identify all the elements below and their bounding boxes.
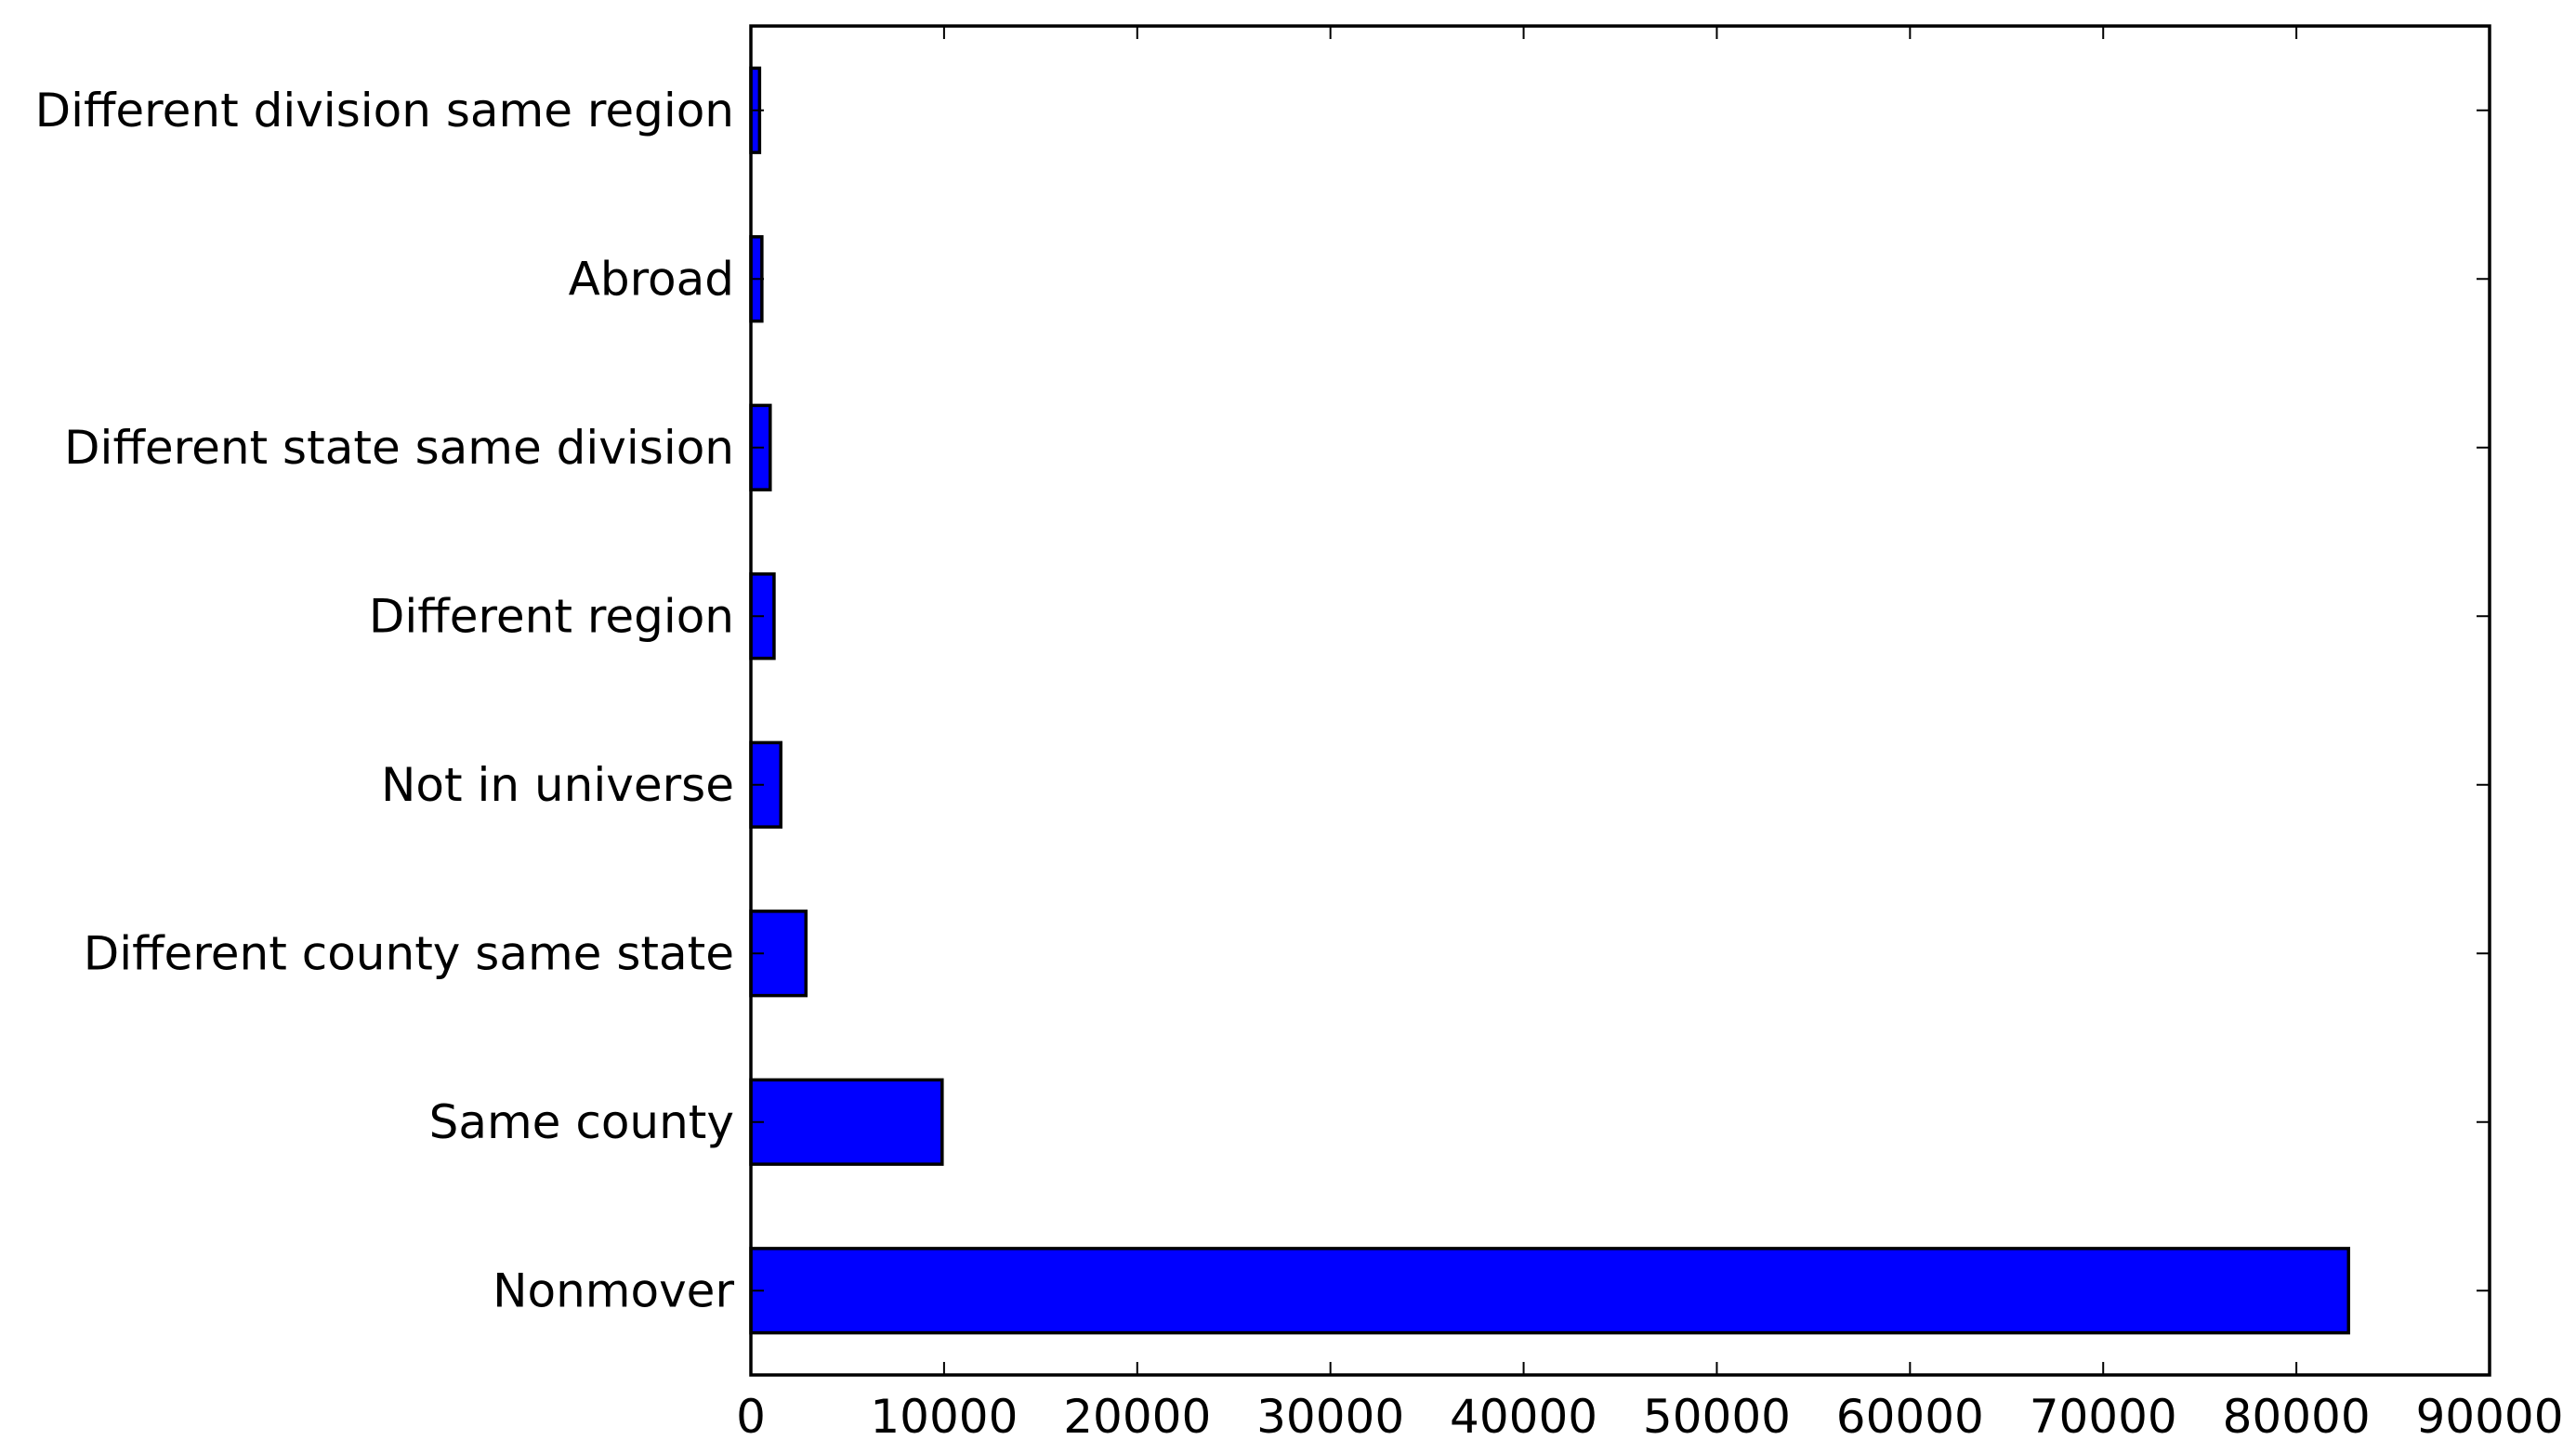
y-tick-labels: Different division same region Abroad Diff… [35,84,735,1318]
bar [749,1247,2350,1335]
x-tick-label: 90000 [2415,1390,2563,1444]
y-tick-label: Not in universe [381,758,734,812]
x-tick-label: 70000 [2030,1390,2177,1444]
x-tick-label: 40000 [1450,1390,1597,1444]
y-tick-label: Different region [369,589,734,643]
x-tick-label: 10000 [870,1390,1018,1444]
y-tick-label: Nonmover [493,1263,734,1317]
y-tick-label: Different county same state [84,926,734,980]
x-tick-label: 60000 [1836,1390,1984,1444]
y-tick-label: Different state same division [64,421,734,475]
x-tick-labels: 0 10000 20000 30000 40000 50000 60000 70000 8000… [736,1390,2563,1444]
x-tick-label: 30000 [1256,1390,1404,1444]
x-tick-label: 80000 [2223,1390,2371,1444]
y-tick-label: Same county [429,1095,734,1149]
y-tick-label: Different division same region [35,84,734,137]
x-tick-label: 50000 [1643,1390,1791,1444]
bar [749,1078,944,1166]
bars-group [749,66,2350,1335]
y-tick-label: Abroad [569,252,734,306]
x-tick-label: 20000 [1063,1390,1211,1444]
x-tick-label: 0 [736,1390,766,1444]
plot-frame [749,24,2491,1377]
